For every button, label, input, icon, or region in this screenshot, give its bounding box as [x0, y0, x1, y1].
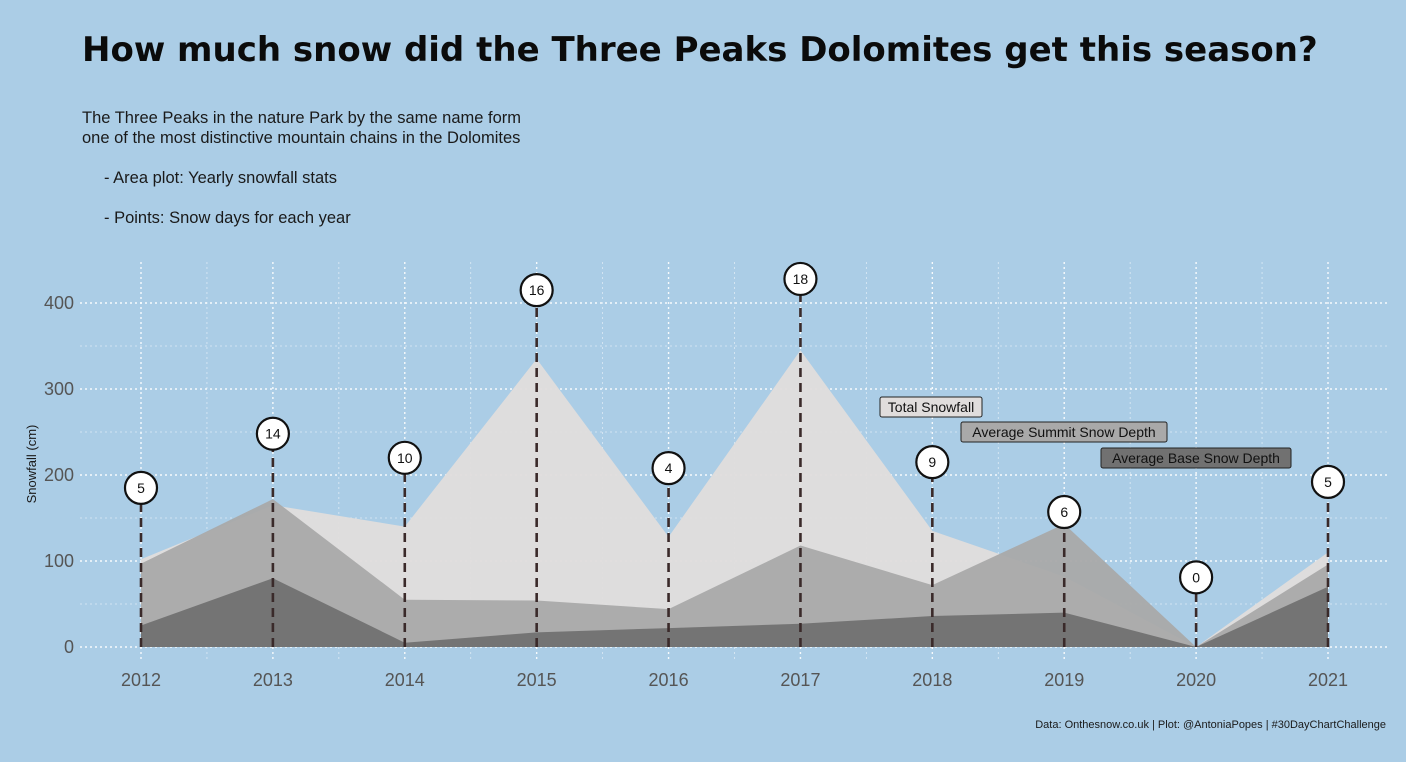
x-tick-label: 2013 [253, 670, 293, 690]
snow-day-label: 0 [1192, 569, 1200, 585]
x-tick-label: 2018 [912, 670, 952, 690]
snow-day-label: 18 [793, 271, 809, 287]
x-tick-label: 2020 [1176, 670, 1216, 690]
snow-day-point [255, 416, 290, 451]
snow-day-label: 6 [1060, 504, 1068, 520]
y-tick-label: 200 [44, 465, 74, 485]
x-tick-label: 2016 [649, 670, 689, 690]
snow-day-label: 10 [397, 450, 413, 466]
snow-day-point [387, 440, 422, 475]
legend-box [879, 396, 983, 418]
area-average-summit-snow-depth [141, 499, 1328, 647]
chart-caption: Data: Onthesnow.co.uk | Plot: @AntoniaPo… [1035, 719, 1386, 731]
x-tick-label: 2014 [385, 670, 425, 690]
snow-day-point [1047, 494, 1082, 530]
chart-subtitle: The Three Peaks in the nature Park by th… [82, 108, 521, 148]
snow-day-point [519, 273, 554, 308]
snow-day-label: 14 [265, 426, 281, 442]
subtitle-line-1: The Three Peaks in the nature Park by th… [82, 109, 521, 127]
snow-day-point [1310, 464, 1346, 499]
y-tick-label: 300 [44, 379, 74, 399]
area-average-base-snow-depth [141, 578, 1328, 647]
x-tick-label: 2021 [1308, 670, 1348, 690]
x-tick-label: 2015 [517, 670, 557, 690]
y-tick-label: 400 [44, 293, 74, 313]
x-tick-label: 2017 [780, 670, 820, 690]
legend-box [960, 421, 1168, 443]
snow-day-label: 5 [1324, 474, 1332, 490]
snow-day-point [1179, 560, 1214, 595]
x-tick-label: 2019 [1044, 670, 1084, 690]
x-tick-label: 2012 [121, 670, 161, 690]
snow-day-label: 16 [529, 282, 545, 298]
y-tick-label: 100 [44, 551, 74, 571]
snow-day-label: 4 [665, 460, 673, 476]
snow-day-label: 9 [928, 454, 936, 470]
y-axis-label: Snowfall (cm) [24, 425, 39, 504]
snow-day-label: 5 [137, 480, 145, 496]
subtitle-line-2: one of the most distinctive mountain cha… [82, 129, 521, 147]
chart-title: How much snow did the Three Peaks Dolomi… [82, 30, 1318, 70]
legend-label: Average Summit Snow Depth [972, 424, 1155, 440]
subtitle-bullet-points: - Points: Snow days for each year [104, 209, 351, 227]
legend-label: Average Base Snow Depth [1112, 450, 1280, 466]
subtitle-bullet-area: - Area plot: Yearly snowfall stats [104, 169, 337, 187]
y-tick-label: 0 [64, 637, 74, 657]
snow-day-point [651, 451, 686, 486]
snow-day-point [123, 470, 159, 505]
snow-day-point [783, 261, 818, 297]
legend-label: Total Snowfall [888, 399, 974, 415]
snow-day-point [915, 445, 950, 480]
legend-box [1100, 447, 1292, 469]
